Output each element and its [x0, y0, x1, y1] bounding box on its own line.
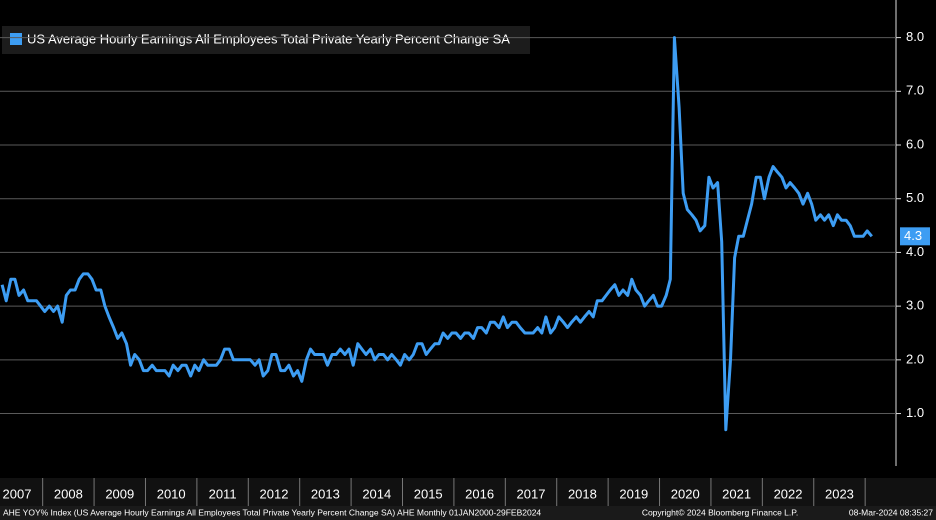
legend-label: US Average Hourly Earnings All Employees… [27, 31, 510, 46]
x-tick-label: 2020 [671, 486, 700, 501]
y-tick-label: 6.0 [906, 136, 924, 151]
x-tick-label: 2013 [311, 486, 340, 501]
footer-copyright: Copyright© 2024 Bloomberg Finance L.P. [642, 507, 798, 517]
y-tick-label: 4.0 [906, 244, 924, 259]
x-axis-band [0, 478, 936, 506]
y-tick-label: 5.0 [906, 190, 924, 205]
x-tick-label: 2017 [517, 486, 546, 501]
x-tick-label: 2023 [825, 486, 854, 501]
x-tick-label: 2016 [465, 486, 494, 501]
legend-swatch [10, 33, 22, 45]
x-tick-label: 2007 [3, 486, 32, 501]
footer-band [0, 506, 936, 520]
x-tick-label: 2019 [619, 486, 648, 501]
x-tick-label: 2011 [209, 486, 237, 501]
y-tick-label: 7.0 [906, 83, 924, 98]
x-tick-label: 2018 [568, 486, 597, 501]
series-line [0, 36, 873, 432]
last-value-label: 4.3 [904, 228, 922, 243]
x-tick-label: 2015 [414, 486, 443, 501]
y-tick-label: 1.0 [906, 405, 924, 420]
last-value-box [900, 227, 930, 246]
x-tick-label: 2014 [362, 486, 391, 501]
x-tick-label: 2022 [774, 486, 803, 501]
y-tick-label: 3.0 [906, 298, 924, 313]
x-tick-label: 2021 [722, 486, 751, 501]
legend-box [2, 26, 530, 54]
x-tick-label: 2010 [157, 486, 186, 501]
y-tick-label: 8.0 [906, 29, 924, 44]
x-tick-label: 2009 [105, 486, 134, 501]
footer-date: 08-Mar-2024 08:35:27 [849, 507, 933, 517]
x-tick-label: 2012 [260, 486, 289, 501]
y-tick-label: 2.0 [906, 351, 924, 366]
x-tick-label: 2008 [54, 486, 83, 501]
footer-source: AHE YOY% Index (US Average Hourly Earnin… [3, 507, 541, 517]
